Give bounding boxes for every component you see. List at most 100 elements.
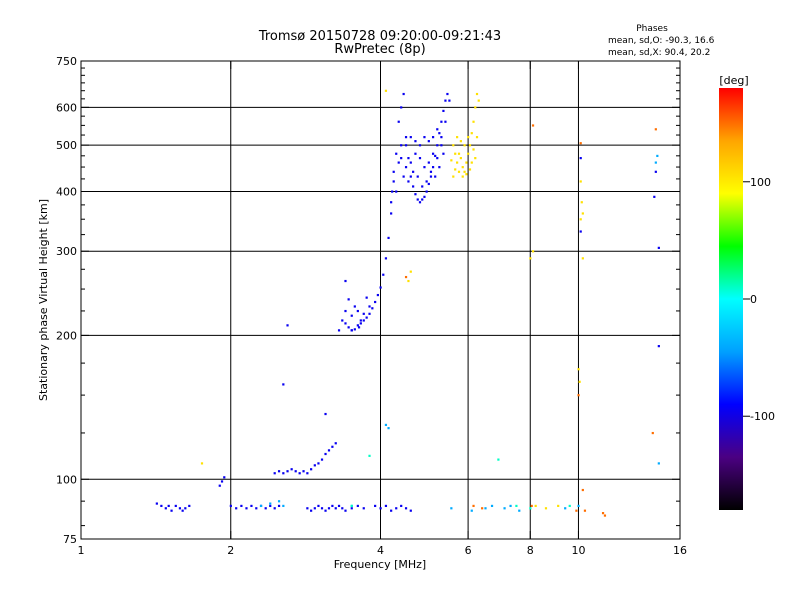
data-point — [477, 99, 480, 102]
data-point — [320, 507, 324, 510]
data-point — [421, 185, 424, 188]
data-point — [657, 246, 660, 249]
data-point — [423, 195, 426, 198]
colorbar-tick-label: 100 — [750, 176, 771, 189]
data-point — [418, 157, 422, 160]
data-point — [269, 504, 272, 508]
data-point — [459, 140, 462, 143]
x-tick-label: 6 — [465, 544, 472, 557]
data-point — [400, 144, 403, 147]
data-point — [531, 250, 535, 253]
data-point — [457, 170, 461, 173]
colorbar-tick-label: 0 — [750, 293, 757, 306]
data-point — [429, 170, 433, 173]
data-point — [362, 312, 365, 315]
data-point — [400, 106, 403, 109]
data-point — [474, 157, 477, 160]
data-point — [452, 175, 455, 178]
data-point — [407, 157, 410, 160]
colorbar-tick-label: -100 — [750, 410, 775, 423]
data-points — [155, 89, 660, 517]
data-point — [444, 99, 447, 102]
data-point — [461, 166, 464, 169]
data-point — [579, 157, 582, 160]
data-point — [320, 458, 324, 461]
data-point — [404, 275, 408, 279]
data-point — [416, 198, 419, 201]
data-point — [463, 170, 466, 173]
data-point — [273, 472, 276, 475]
data-point — [392, 180, 395, 183]
data-point — [472, 120, 475, 123]
data-point — [365, 296, 368, 299]
data-point — [418, 201, 422, 204]
data-point — [327, 507, 331, 510]
data-point — [379, 286, 382, 289]
data-point — [503, 507, 506, 510]
data-point — [155, 502, 158, 505]
data-point — [470, 509, 473, 512]
data-point — [286, 324, 289, 327]
data-point — [277, 504, 281, 508]
data-point — [654, 170, 657, 173]
data-point — [374, 300, 377, 304]
data-point — [656, 154, 659, 158]
data-point — [368, 312, 371, 315]
chart-title-line1: Tromsø 20150728 09:20:00-09:21:43 — [258, 29, 501, 44]
data-point — [427, 182, 430, 186]
x-axis-label: Frequency [MHz] — [334, 558, 426, 571]
data-point — [581, 488, 584, 492]
data-point — [568, 504, 571, 508]
data-point — [397, 161, 400, 164]
data-point — [160, 504, 163, 508]
data-point — [395, 190, 398, 193]
data-point — [440, 120, 443, 123]
data-point — [515, 504, 518, 508]
data-point — [461, 175, 464, 178]
data-point — [353, 305, 356, 308]
data-point — [412, 185, 415, 188]
data-point — [409, 136, 412, 139]
data-point — [409, 509, 412, 512]
data-point — [387, 427, 390, 430]
data-point — [531, 124, 535, 127]
data-point — [379, 507, 382, 510]
data-point — [334, 442, 337, 445]
data-point — [174, 504, 177, 508]
data-point — [578, 380, 581, 383]
data-point — [264, 507, 267, 510]
data-point — [200, 462, 204, 465]
data-point — [240, 504, 243, 508]
data-point — [577, 368, 580, 371]
data-point — [414, 193, 417, 196]
data-point — [409, 175, 412, 178]
data-point — [416, 175, 419, 178]
data-point — [407, 279, 410, 283]
data-point — [384, 504, 388, 508]
data-point — [434, 175, 437, 178]
data-point — [250, 504, 253, 508]
data-point — [404, 507, 408, 510]
data-point — [400, 157, 403, 160]
phase-stats-x: mean, sd,X: 90.4, 20.2 — [608, 48, 710, 58]
data-point — [384, 89, 388, 92]
colorbar-ticks: 100 0 -100 — [743, 176, 775, 423]
data-point — [654, 128, 657, 131]
data-point — [400, 504, 403, 508]
data-point — [344, 509, 347, 512]
data-point — [442, 152, 445, 155]
data-point — [581, 257, 584, 260]
data-point — [454, 152, 457, 155]
data-point — [436, 128, 439, 131]
data-point — [472, 148, 475, 151]
data-point — [331, 504, 334, 508]
data-point — [534, 504, 537, 508]
data-point — [387, 236, 390, 240]
y-tick-label: 750 — [56, 55, 77, 68]
data-point — [167, 504, 170, 508]
data-point — [390, 201, 393, 204]
data-point — [580, 201, 583, 204]
data-point — [371, 307, 374, 310]
data-point — [229, 504, 232, 508]
